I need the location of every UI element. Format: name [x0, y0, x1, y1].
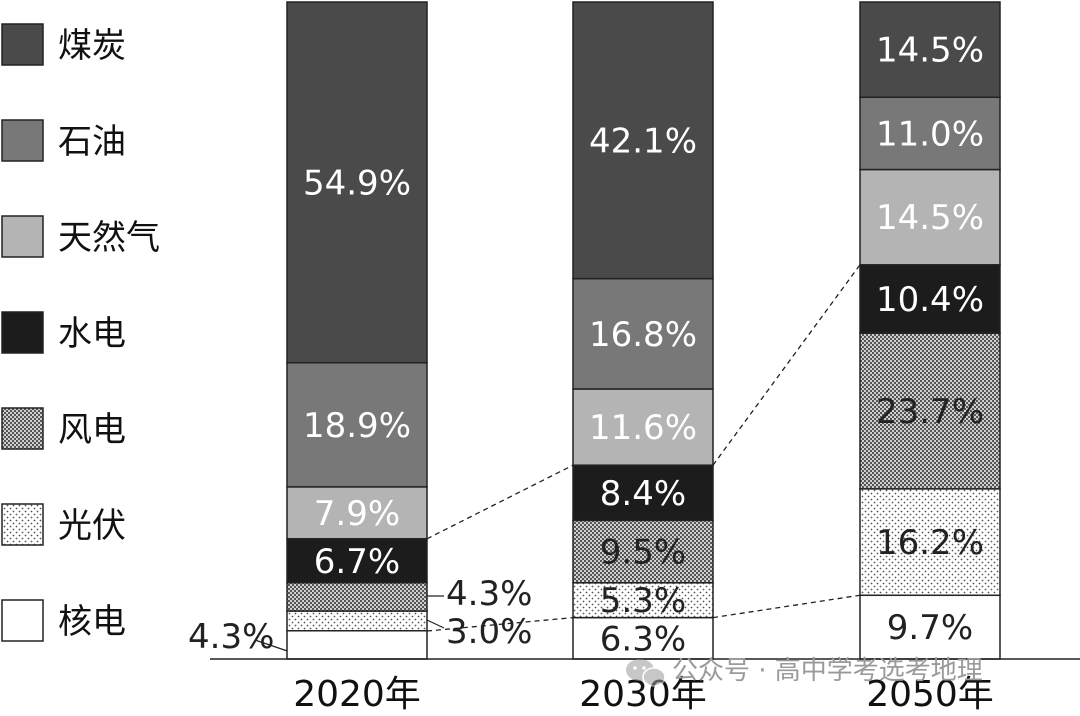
segment-天然气-2050年	[859, 168, 1001, 266]
connector-nuclear-2020-2030	[426, 616, 574, 632]
data-label: 9.7%	[887, 608, 973, 648]
connector-lines	[426, 264, 861, 632]
connector-hydro-2030-2050	[712, 264, 861, 466]
data-label: 7.9%	[314, 494, 400, 534]
legend-label: 石油	[58, 122, 126, 162]
data-label: 42.1%	[589, 121, 697, 161]
label-leader-line	[254, 639, 288, 652]
legend-swatch	[1, 119, 44, 162]
outside-labels: 4.3% 3.0%4.3%	[188, 574, 532, 657]
segment-光伏-2020年	[286, 610, 428, 632]
legend-label: 水电	[58, 314, 126, 354]
legend-swatch	[1, 503, 44, 546]
segment-光伏-2030年	[572, 582, 714, 619]
legend-swatch	[1, 311, 44, 354]
data-label: 23.7%	[876, 392, 984, 432]
x-tick-label: 2050年	[866, 674, 994, 715]
data-label: 4.3%	[188, 617, 274, 657]
segment-水电-2030年	[572, 464, 714, 522]
segment-核电-2030年	[572, 616, 714, 660]
legend-item: 光伏	[1, 503, 126, 546]
data-label: 16.2%	[876, 523, 984, 563]
category-labels: 2020年 2030年 2050年	[293, 674, 994, 715]
segment-煤炭-2030年	[572, 1, 714, 280]
segment-光伏-2050年	[859, 488, 1001, 597]
segment-风电-2030年	[572, 519, 714, 584]
legend-label: 核电	[58, 602, 126, 642]
legend-item: 天然气	[1, 215, 160, 258]
connector-hydro-2020-2030	[426, 464, 574, 540]
legend-item: 水电	[1, 311, 126, 354]
segment-石油-2020年	[286, 361, 428, 488]
data-label: 10.4%	[876, 280, 984, 320]
segment-风电-2020年	[286, 582, 428, 612]
legend-swatch	[1, 407, 44, 450]
x-tick-label: 2020年	[293, 674, 421, 715]
segment-核电-2050年	[859, 594, 1001, 660]
legend-item: 石油	[1, 119, 126, 162]
data-label: 6.3%	[600, 619, 686, 659]
data-label: 5.3%	[600, 581, 686, 621]
watermark-text: 公众号 · 高中学考选考地理	[672, 656, 983, 686]
data-label: 11.6%	[589, 408, 697, 448]
connector-nuclear-2030-2050	[712, 594, 861, 619]
watermark: 公众号 · 高中学考选考地理	[626, 656, 983, 687]
x-tick-label: 2030年	[579, 674, 707, 715]
data-label: 3.0%	[446, 612, 532, 652]
segment-核电-2020年	[286, 629, 428, 660]
data-label: 16.8%	[589, 315, 697, 355]
data-label: 4.3%	[446, 574, 532, 614]
legend-label: 煤炭	[58, 26, 126, 66]
legend-label: 风电	[58, 410, 126, 450]
segment-天然气-2030年	[572, 388, 714, 466]
legend-label: 天然气	[58, 218, 160, 258]
data-label: 14.5%	[876, 198, 984, 238]
legend-item: 核电	[1, 599, 126, 642]
wechat-icon	[626, 659, 666, 687]
segment-煤炭-2020年	[286, 1, 428, 364]
segment-煤炭-2050年	[859, 1, 1001, 99]
stacked-bars: 6.7% 7.9% 18.9% 54.9% 6.3%5.3% 9.5% 8.4% 11.6% 1…	[286, 1, 1001, 660]
data-label: 54.9%	[303, 163, 411, 203]
legend-swatch	[1, 215, 44, 258]
data-label: 18.9%	[303, 406, 411, 446]
segment-石油-2050年	[859, 96, 1001, 171]
legend-item: 风电	[1, 407, 126, 450]
data-label: 8.4%	[600, 474, 686, 514]
legend-swatch	[1, 599, 44, 642]
data-label: 6.7%	[314, 542, 400, 582]
bar-2030年: 6.3%5.3% 9.5% 8.4% 11.6% 16.8% 42.1%	[572, 1, 714, 660]
label-leader-line	[426, 619, 445, 629]
data-label: 14.5%	[876, 31, 984, 71]
bar-2020年: 6.7% 7.9% 18.9% 54.9%	[286, 1, 428, 660]
data-label: 9.5%	[600, 533, 686, 573]
data-label: 11.0%	[876, 114, 984, 154]
segment-风电-2050年	[859, 332, 1001, 490]
legend-label: 光伏	[58, 506, 126, 546]
segment-水电-2020年	[286, 538, 428, 584]
legend-swatch	[1, 23, 44, 66]
bar-2050年: 9.7% 16.2% 23.7% 10.4% 14.5% 11.0% 14.5%	[859, 1, 1001, 660]
legend-item: 煤炭	[1, 23, 126, 66]
segment-水电-2050年	[859, 264, 1001, 334]
